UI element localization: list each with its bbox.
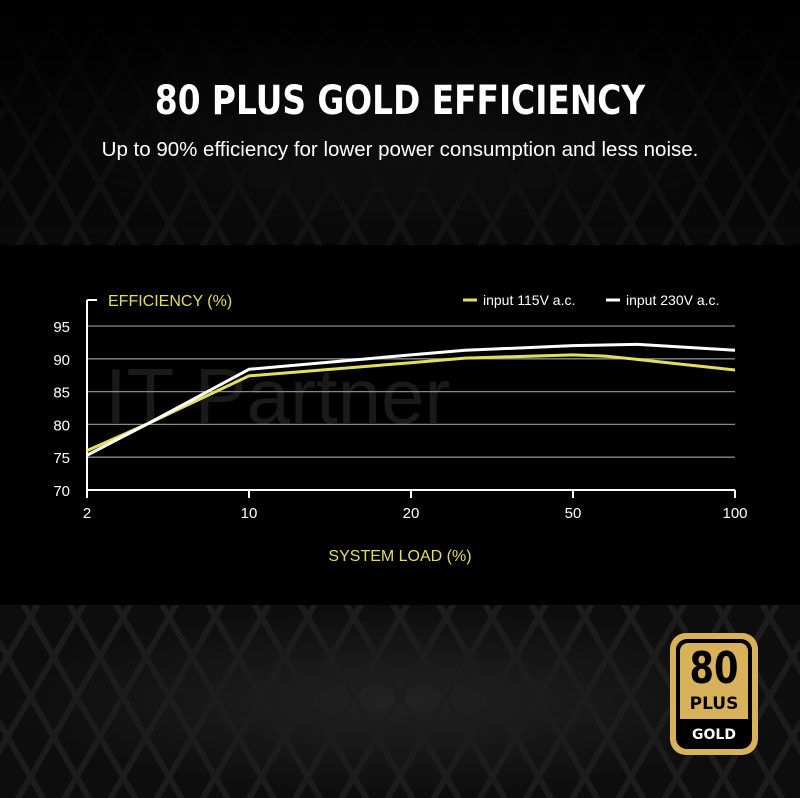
page-title: 80 PLUS GOLD EFFICIENCY [154, 78, 646, 124]
x-tick-label: 10 [241, 505, 258, 522]
y-axis-label: EFFICIENCY (%) [108, 293, 232, 310]
x-tick-label: 50 [565, 505, 582, 522]
y-tick-label: 75 [53, 450, 70, 467]
background-shade [0, 0, 800, 245]
page-subtitle: Up to 90% efficiency for lower power con… [101, 138, 699, 161]
legend: input 115V a.c. input 230V a.c. [463, 292, 719, 308]
y-tick-label: 70 [53, 483, 70, 500]
x-tick-label: 2 [83, 505, 91, 522]
80-plus-gold-badge: 80 PLUS GOLD [670, 633, 758, 755]
badge-tier: GOLD [692, 727, 736, 743]
y-tick-label: 85 [53, 385, 70, 402]
y-tick-label: 95 [53, 319, 70, 336]
background-pattern-bottom [0, 605, 800, 798]
legend-label-230v: input 230V a.c. [626, 292, 719, 308]
series-line-230v [86, 342, 736, 457]
y-tick-label: 80 [53, 417, 70, 434]
badge-plus: PLUS [689, 694, 739, 714]
x-axis-label: SYSTEM LOAD (%) [328, 548, 471, 565]
x-tick-label: 100 [722, 505, 747, 522]
y-tick-label: 90 [53, 352, 70, 369]
badge-number: 80 [689, 643, 739, 694]
legend-label-115v: input 115V a.c. [483, 292, 575, 308]
x-tick-label: 20 [403, 505, 420, 522]
series-line-115v [86, 353, 736, 453]
